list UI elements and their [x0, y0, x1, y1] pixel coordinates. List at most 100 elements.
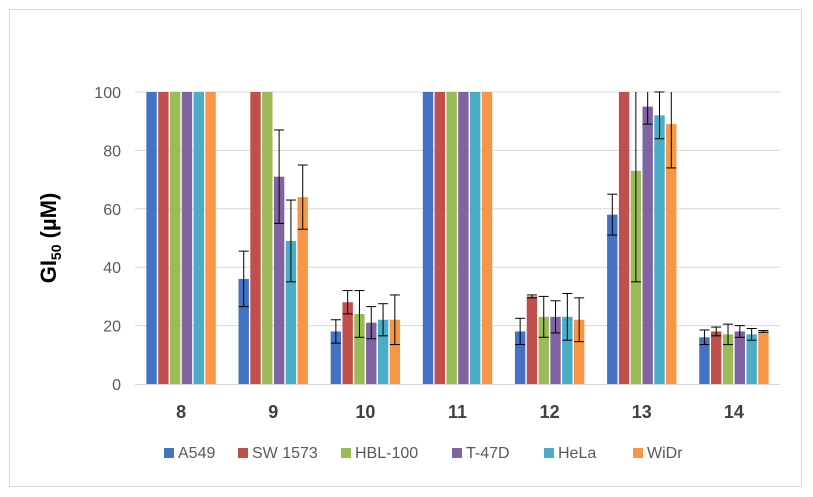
error-bar-hbl-100-12: [538, 295, 549, 338]
legend-label: SW 1573: [252, 445, 318, 462]
error-bar-a549-13: [607, 193, 618, 236]
legend: A549 SW 1573 HBL-100 T-47D HeLa WiDr: [164, 445, 683, 462]
bar-hela-10: [377, 319, 389, 384]
bar-widr-14: [758, 331, 769, 384]
legend-label: HBL-100: [355, 445, 418, 462]
bar-sw-1573-12: [526, 296, 538, 384]
bar-hela-11: [470, 92, 481, 384]
y-tick-label: 20: [103, 319, 121, 336]
y-axis-label-main: GI: [36, 260, 61, 283]
error-bar-hbl-100-14: [723, 323, 734, 346]
bar-hbl-100-11: [446, 92, 457, 384]
bar-hbl-100-14: [722, 334, 734, 384]
error-bar-t-47d-10: [366, 306, 377, 340]
error-bar-a549-10: [330, 319, 341, 344]
legend-item-a549: A549: [164, 445, 215, 462]
y-axis-label-subscript: 50: [48, 244, 64, 260]
error-bar-hela-9: [285, 199, 296, 283]
bar-t-47d-12: [550, 316, 561, 384]
error-bar-hela-13: [654, 91, 665, 140]
bar-a549-8: [146, 92, 157, 384]
bar-widr-9: [297, 197, 308, 384]
x-axis-ticks: 8 9 10 11 12 13 14: [176, 402, 744, 422]
x-tick-label: 14: [724, 402, 744, 422]
legend-label: HeLa: [558, 445, 596, 462]
bar-sw-1573-10: [342, 302, 353, 384]
legend-item-t-47d: T-47D: [452, 445, 510, 462]
error-bar-t-47d-13: [642, 92, 653, 125]
x-tick-label: 10: [355, 402, 375, 422]
bar-hbl-100-9: [262, 92, 273, 384]
bar-sw-1573-9: [250, 92, 261, 384]
x-tick-label: 9: [268, 402, 278, 422]
bar-t-47d-10: [366, 322, 377, 384]
legend-swatch: [341, 448, 351, 458]
error-bar-hela-14: [746, 328, 757, 341]
bar-hbl-100-12: [538, 316, 549, 384]
legend-item-hela: HeLa: [544, 445, 596, 462]
y-tick-label: 40: [103, 260, 121, 277]
error-bar-hbl-100-13: [630, 92, 641, 283]
legend-swatch: [238, 448, 248, 458]
error-bar-a549-14: [699, 329, 710, 346]
x-tick-label: 13: [632, 402, 652, 422]
error-bars: [238, 91, 769, 346]
bar-a549-11: [422, 92, 434, 384]
error-bar-sw-1573-12: [526, 294, 537, 299]
legend-swatch: [452, 448, 462, 458]
y-tick-label: 100: [94, 85, 121, 102]
error-bar-widr-12: [574, 297, 585, 343]
bar-a549-13: [607, 214, 618, 384]
bar-t-47d-8: [181, 92, 193, 384]
legend-swatch: [544, 448, 554, 458]
error-bar-sw-1573-14: [711, 326, 722, 337]
bar-hbl-100-8: [169, 92, 181, 384]
bar-widr-11: [481, 92, 493, 384]
bar-hela-13: [654, 115, 665, 385]
y-tick-label: 80: [103, 143, 121, 160]
bar-widr-8: [205, 92, 216, 384]
error-bar-sw-1573-10: [342, 290, 353, 315]
bars: [146, 92, 769, 385]
legend-item-sw-1573: SW 1573: [238, 445, 318, 462]
bar-widr-10: [389, 319, 401, 384]
error-bar-hela-10: [378, 303, 389, 337]
error-bar-widr-14: [758, 330, 769, 333]
x-tick-label: 8: [176, 402, 186, 422]
bar-t-47d-14: [734, 331, 746, 384]
error-bar-hbl-100-10: [354, 290, 365, 338]
error-bar-hela-12: [562, 292, 573, 341]
bar-widr-13: [666, 124, 677, 385]
bar-a549-12: [514, 331, 526, 384]
bar-a549-9: [238, 278, 249, 384]
y-tick-label: 60: [103, 202, 121, 219]
legend-label: T-47D: [466, 445, 510, 462]
legend-label: WiDr: [647, 445, 683, 462]
y-axis-label-unit: (µM): [36, 193, 61, 245]
bar-sw-1573-8: [158, 92, 169, 384]
gridlines: [135, 91, 780, 327]
bar-sw-1573-13: [618, 92, 630, 384]
legend-item-widr: WiDr: [633, 445, 683, 462]
x-tick-label: 12: [540, 402, 560, 422]
bar-hbl-100-10: [354, 313, 365, 384]
bar-t-47d-11: [458, 92, 469, 384]
error-bar-a549-9: [238, 250, 249, 308]
legend-label: A549: [178, 445, 215, 462]
bar-hela-8: [193, 92, 204, 384]
y-axis-label: GI50 (µM): [36, 193, 64, 284]
bar-t-47d-13: [642, 106, 653, 384]
error-bar-widr-13: [666, 92, 677, 169]
bar-hela-9: [285, 240, 297, 384]
x-tick-label: 11: [448, 402, 467, 422]
bar-a549-10: [330, 331, 342, 384]
bar-sw-1573-14: [711, 331, 722, 384]
legend-item-hbl-100: HBL-100: [341, 445, 418, 462]
y-axis-ticks: 0 20 40 60 80 100: [94, 85, 121, 394]
bar-hela-14: [746, 334, 757, 384]
error-bar-t-47d-14: [734, 325, 745, 338]
error-bar-widr-9: [297, 164, 308, 230]
bar-t-47d-9: [273, 176, 285, 384]
bar-sw-1573-11: [434, 92, 445, 384]
